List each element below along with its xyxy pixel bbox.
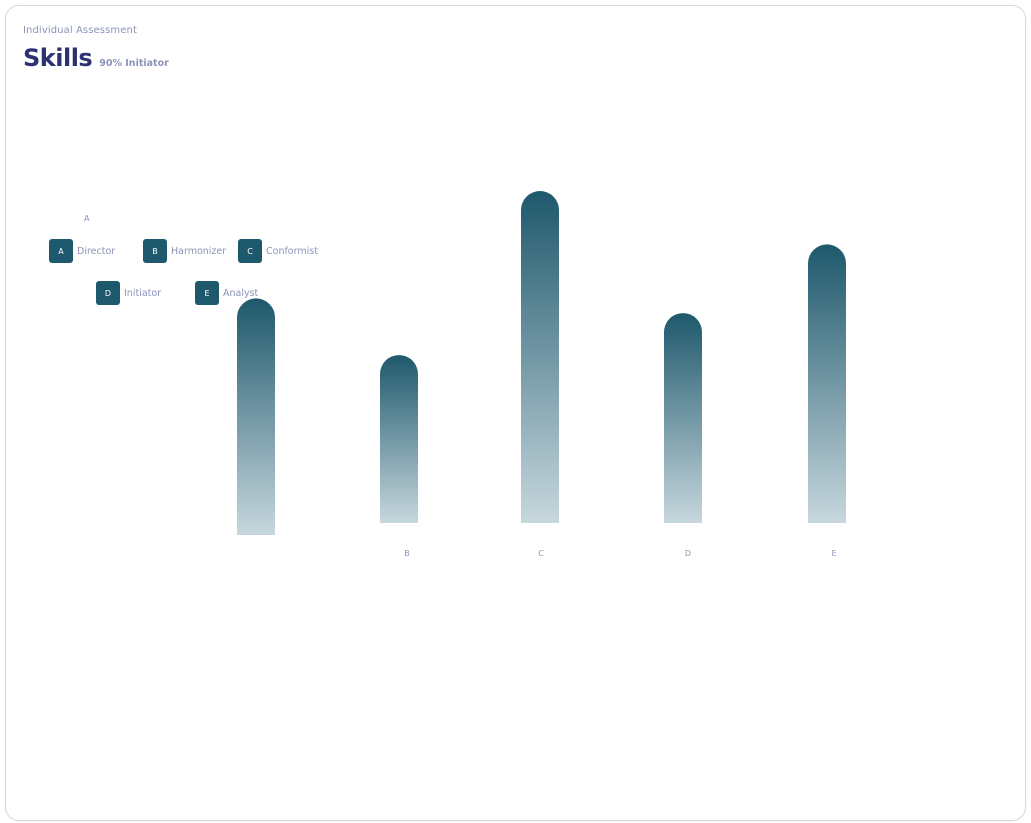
- page-subtitle: Individual Assessment: [23, 25, 137, 36]
- legend-label-initiator: Initiator: [124, 287, 162, 299]
- bar-a: [237, 298, 275, 535]
- legend-swatch-d: D: [96, 281, 120, 305]
- legend-swatch-a: A: [49, 239, 73, 263]
- x-tick-label-b: B: [404, 549, 410, 558]
- legend-label-director: Director: [77, 245, 116, 257]
- page-title: Skills: [23, 44, 93, 72]
- assessment-card: [5, 5, 1026, 821]
- legend-label-conformist: Conformist: [266, 245, 318, 257]
- title-row: Skills 90% Initiator: [23, 44, 169, 72]
- bar-d: [664, 313, 702, 523]
- bar-b: [380, 355, 418, 523]
- x-tick-label-d: D: [685, 549, 691, 558]
- legend-item-harmonizer[interactable]: B Harmonizer: [143, 239, 226, 263]
- legend-item-analyst[interactable]: E Analyst: [195, 281, 258, 305]
- legend-item-conformist[interactable]: C Conformist: [238, 239, 318, 263]
- legend-swatch-c: C: [238, 239, 262, 263]
- x-tick-label-c: C: [538, 549, 544, 558]
- x-tick-label-e: E: [831, 549, 836, 558]
- legend-label-analyst: Analyst: [223, 287, 259, 299]
- title-meta: 90% Initiator: [99, 58, 169, 69]
- legend-swatch-b: B: [143, 239, 167, 263]
- legend-swatch-e: E: [195, 281, 219, 305]
- legend-top-label: A: [84, 214, 90, 223]
- legend-item-initiator[interactable]: D Initiator: [96, 281, 161, 305]
- bar-c: [521, 191, 559, 523]
- legend-item-director[interactable]: A Director: [49, 239, 115, 263]
- legend-label-harmonizer: Harmonizer: [171, 245, 227, 257]
- bar-e: [808, 244, 846, 524]
